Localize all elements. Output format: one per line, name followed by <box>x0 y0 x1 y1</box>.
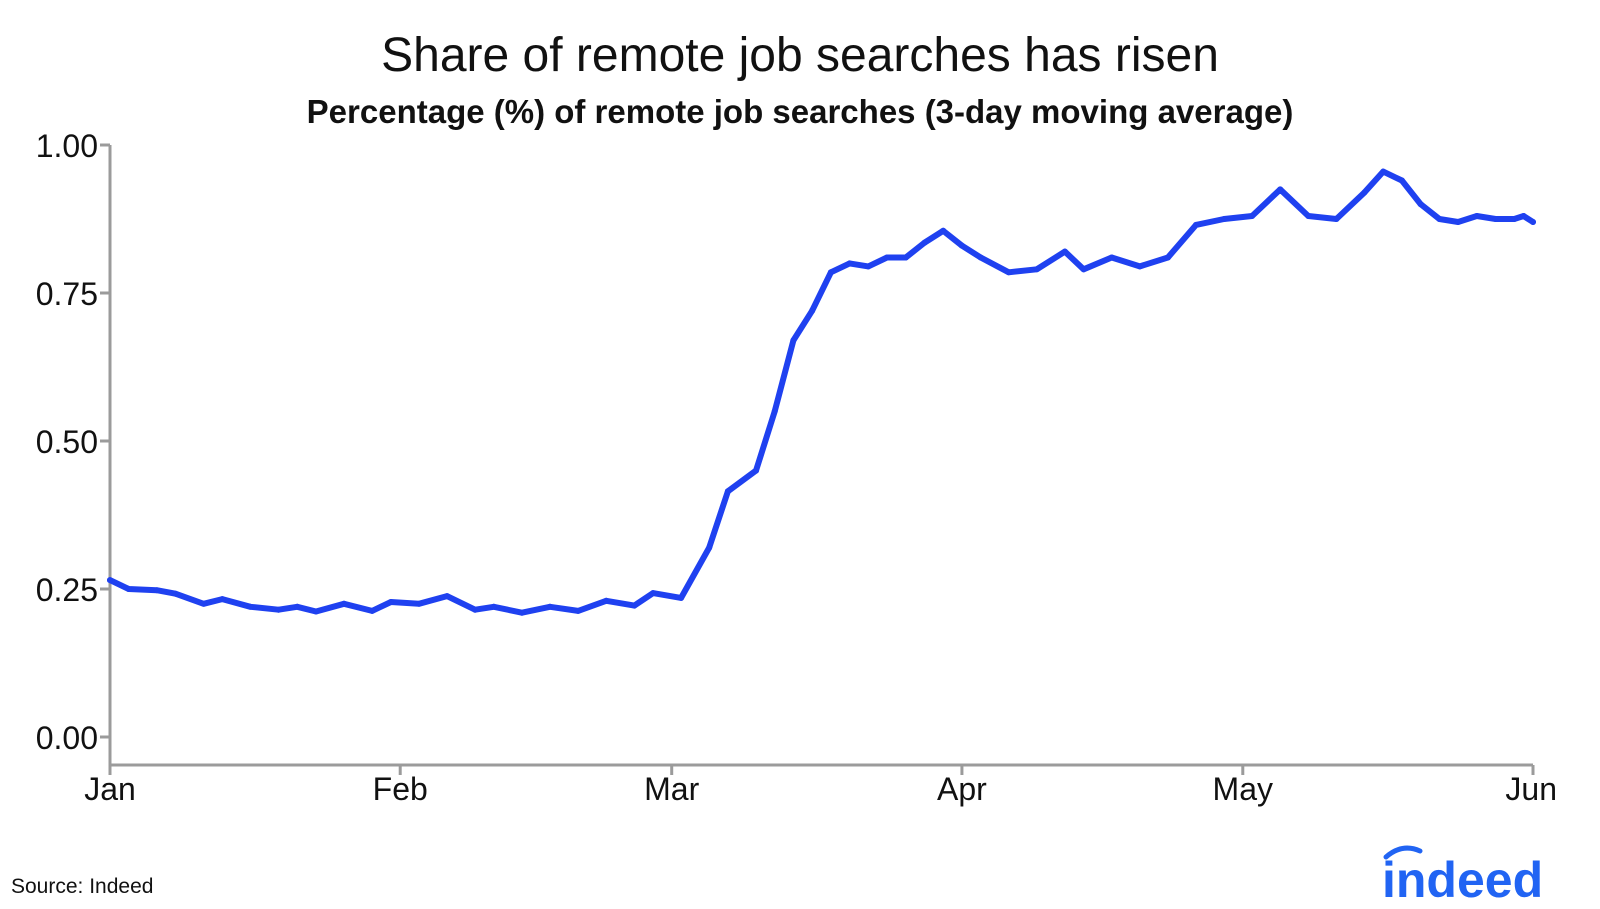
data-point <box>200 600 207 607</box>
data-point <box>1530 219 1536 225</box>
data-point <box>444 593 450 600</box>
data-point <box>1108 254 1115 261</box>
data-point <box>940 227 947 234</box>
data-point <box>846 260 853 267</box>
data-point <box>1333 216 1340 222</box>
data-point <box>790 337 797 344</box>
data-point <box>518 609 525 616</box>
data-point <box>1080 266 1087 273</box>
data-point <box>706 544 713 551</box>
data-point <box>678 594 685 601</box>
y-tick-label: 0.25 <box>36 572 98 608</box>
chart-title: Share of remote job searches has risen <box>381 29 1219 82</box>
data-point <box>958 242 965 249</box>
data-point <box>1193 221 1199 228</box>
y-tick-label: 1.00 <box>36 128 98 164</box>
data-point <box>1398 177 1405 184</box>
data-point <box>753 467 759 474</box>
data-point <box>1455 219 1462 225</box>
data-point <box>921 239 928 246</box>
data-point <box>1005 269 1012 276</box>
chart-marks <box>107 168 1536 616</box>
data-point <box>547 603 553 610</box>
data-point <box>1164 254 1171 261</box>
data-point <box>275 606 282 613</box>
data-point <box>603 597 610 604</box>
series-line <box>107 168 1536 616</box>
data-point <box>1277 186 1284 193</box>
data-point <box>153 587 160 594</box>
x-tick-label: Jun <box>1505 771 1557 807</box>
data-point <box>387 599 394 605</box>
x-tick-label: May <box>1213 771 1273 807</box>
x-tick-label: Jan <box>84 771 136 807</box>
data-point <box>1361 189 1368 196</box>
data-point <box>1436 216 1443 222</box>
data-point <box>827 269 834 276</box>
data-point <box>650 590 656 597</box>
y-tick-label: 0.50 <box>36 424 98 460</box>
svg-text:indeed: indeed <box>1382 852 1543 905</box>
data-point <box>631 602 638 609</box>
data-point <box>1033 266 1040 273</box>
data-point <box>1417 201 1424 208</box>
data-point <box>771 408 778 415</box>
data-point <box>1136 263 1143 270</box>
data-point <box>1380 168 1387 175</box>
data-point <box>313 608 319 615</box>
chart-subtitle: Percentage (%) of remote job searches (3… <box>306 93 1294 130</box>
data-point <box>369 607 376 614</box>
data-point <box>1520 213 1527 219</box>
data-point <box>1511 216 1518 222</box>
data-point <box>809 307 816 314</box>
data-point <box>1473 213 1480 219</box>
data-point <box>575 607 582 614</box>
data-point <box>902 254 909 261</box>
data-point <box>865 263 872 270</box>
data-point <box>125 586 132 592</box>
data-point <box>1305 213 1312 219</box>
data-point <box>172 590 179 597</box>
data-point <box>1492 216 1499 222</box>
data-point <box>294 603 301 610</box>
data-point <box>341 600 347 607</box>
data-point <box>1221 216 1228 222</box>
data-point <box>490 603 497 610</box>
data-point <box>884 254 890 261</box>
chart-axes: 0.00 0.25 0.50 0.75 1.00 Jan Feb Mar Apr May Jun <box>36 128 1557 807</box>
x-tick-label: Feb <box>373 771 428 807</box>
data-point <box>724 488 731 495</box>
y-tick-label: 0.75 <box>36 276 98 312</box>
data-point <box>472 606 479 613</box>
data-point <box>1061 248 1068 255</box>
data-point <box>219 596 226 603</box>
x-tick-label: Apr <box>937 771 987 807</box>
data-point <box>415 600 422 607</box>
data-point <box>1249 213 1256 219</box>
indeed-logo: indeed <box>1382 845 1543 905</box>
source-note: Source: Indeed <box>11 875 154 898</box>
x-tick-label: Mar <box>644 771 699 807</box>
data-point <box>977 254 984 261</box>
data-point <box>247 603 254 610</box>
y-tick-label: 0.00 <box>36 720 98 756</box>
data-point <box>107 577 113 584</box>
